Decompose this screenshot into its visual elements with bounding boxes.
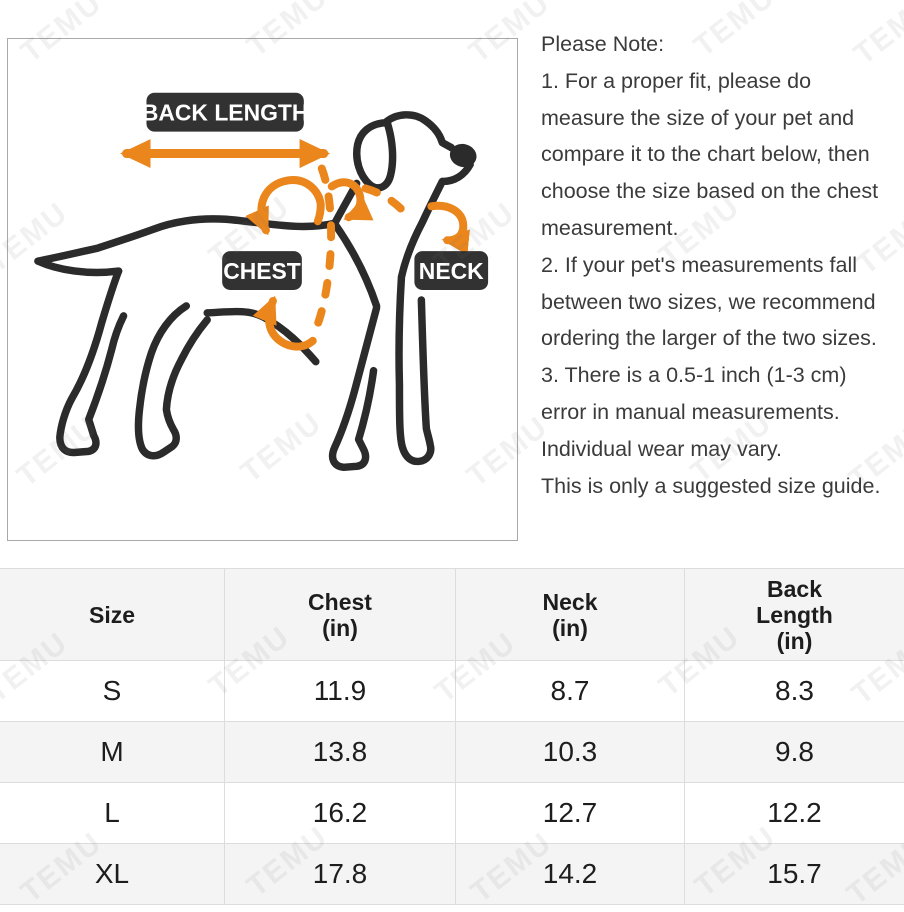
table-cell-back: 9.8 <box>685 722 904 783</box>
back-length-label: BACK LENGTH <box>142 100 309 126</box>
table-cell-back: 12.2 <box>685 783 904 844</box>
neck-right-arrow <box>427 201 470 256</box>
dog-far-front-leg <box>328 304 381 472</box>
dog-near-front-leg <box>395 177 447 466</box>
table-cell-chest: 11.9 <box>225 661 456 722</box>
note-line: 1. For a proper fit, please do <box>541 68 812 93</box>
table-cell-neck: 12.7 <box>456 783 685 844</box>
note-line: 2. If your pet's measurements fall <box>541 252 857 277</box>
dog-nose <box>449 143 477 168</box>
table-cell-neck: 8.7 <box>456 661 685 722</box>
dog-muzzle <box>439 160 474 186</box>
table-cell-back: 15.7 <box>685 844 904 905</box>
note-line: between two sizes, we recommend <box>541 289 876 314</box>
chest-dashed-line <box>308 164 336 340</box>
chest-bottom-arrow <box>252 295 317 351</box>
neck-label-box <box>414 251 489 290</box>
dog-near-hind-leg <box>134 302 211 460</box>
note-line: measurement. <box>541 215 679 240</box>
dog-ear <box>353 118 397 192</box>
table-cell-size: L <box>0 783 225 844</box>
note-line: compare it to the chart below, then <box>541 142 870 167</box>
dog-head <box>382 111 455 152</box>
chest-label: CHEST <box>223 258 301 284</box>
note-line: This is only a suggested size guide. <box>541 473 881 498</box>
note-line: 3. There is a 0.5-1 inch (1-3 cm) <box>541 363 847 388</box>
neck-left-arrow <box>327 178 374 222</box>
table-cell-size: XL <box>0 844 225 905</box>
table-header-size: Size <box>0 569 225 661</box>
measurement-annotations <box>120 139 470 351</box>
note-line: measure the size of your pet and <box>541 105 855 130</box>
note-heading: Please Note: <box>541 32 665 56</box>
back-length-label-box <box>146 92 304 132</box>
table-cell-chest: 17.8 <box>225 844 456 905</box>
dog-far-hind-leg <box>56 267 128 457</box>
note-line: ordering the larger of the two sizes. <box>541 326 877 351</box>
dog-diagram-svg: BACK LENGTH CHEST NECK <box>34 92 489 472</box>
table-cell-chest: 13.8 <box>225 722 456 783</box>
neck-label: NECK <box>419 258 484 284</box>
neck-dashed-line <box>361 184 408 216</box>
table-cell-neck: 10.3 <box>456 722 685 783</box>
dog-outline <box>34 111 477 472</box>
dog-back-tail <box>34 179 361 277</box>
size-guide-table: Size Chest (in) Neck (in) Back Length (i… <box>0 568 904 905</box>
note-line: error in manual measurements. <box>541 399 840 424</box>
table-cell-neck: 14.2 <box>456 844 685 905</box>
note-text-block: Please Note: 1. For a proper fit, please… <box>541 26 904 504</box>
diagram-labels: BACK LENGTH CHEST NECK <box>142 92 489 290</box>
chest-label-box <box>222 251 302 290</box>
table-header-chest: Chest (in) <box>225 569 456 661</box>
table-cell-back: 8.3 <box>685 661 904 722</box>
dog-measurement-diagram: BACK LENGTH CHEST NECK <box>7 38 518 541</box>
dog-belly <box>203 307 320 366</box>
note-line: choose the size based on the chest <box>541 179 879 204</box>
table-header-neck: Neck (in) <box>456 569 685 661</box>
table-cell-size: M <box>0 722 225 783</box>
note-line: Individual wear may vary. <box>541 436 782 461</box>
chest-top-arrow <box>245 176 325 236</box>
table-cell-size: S <box>0 661 225 722</box>
dog-shoulder <box>331 221 381 310</box>
table-header-back-length: Back Length (in) <box>685 569 904 661</box>
table-cell-chest: 16.2 <box>225 783 456 844</box>
